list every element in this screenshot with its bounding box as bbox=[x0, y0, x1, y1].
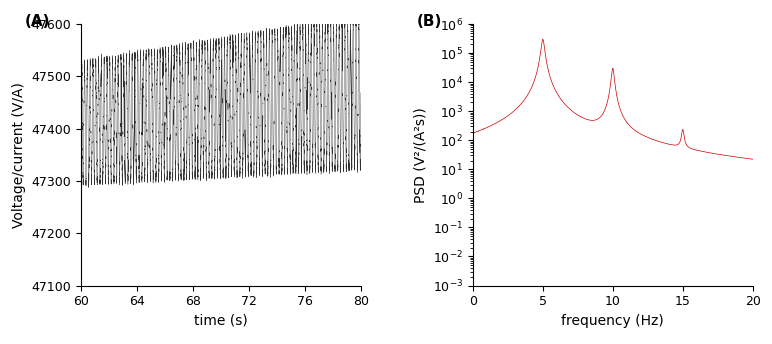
Text: (A): (A) bbox=[25, 14, 51, 29]
Y-axis label: PSD (V²/(A²s)): PSD (V²/(A²s)) bbox=[413, 107, 428, 203]
Y-axis label: Voltage/current (V/A): Voltage/current (V/A) bbox=[12, 82, 26, 228]
X-axis label: time (s): time (s) bbox=[194, 314, 248, 328]
Text: (B): (B) bbox=[417, 14, 442, 29]
X-axis label: frequency (Hz): frequency (Hz) bbox=[561, 314, 664, 328]
